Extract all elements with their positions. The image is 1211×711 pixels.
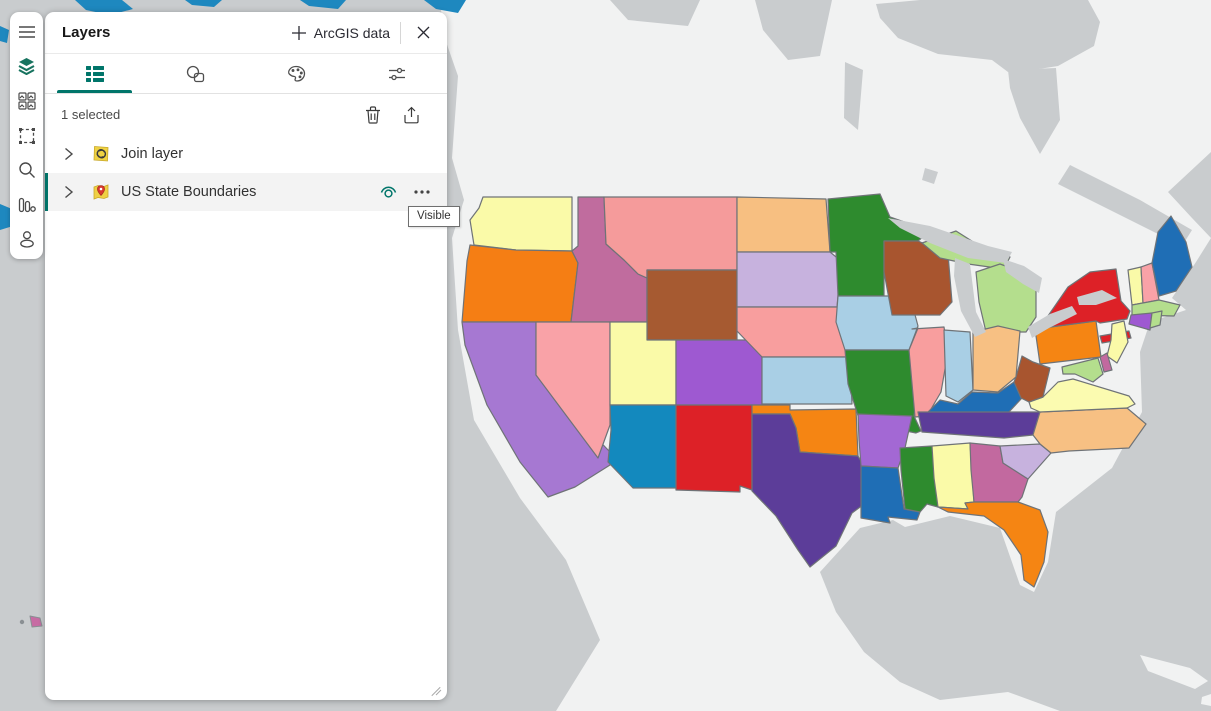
share-layer-button[interactable] (401, 105, 421, 125)
menu-icon[interactable] (16, 21, 38, 43)
close-icon (417, 26, 429, 39)
account-icon[interactable] (16, 228, 38, 250)
state-ct[interactable] (1128, 312, 1153, 331)
layer-label: US State Boundaries (121, 184, 257, 200)
layer-options-button[interactable] (411, 181, 433, 203)
visibility-tooltip: Visible (408, 206, 460, 227)
tab-layer-style[interactable] (246, 54, 347, 93)
layer-label: Join layer (121, 146, 184, 162)
upload-icon (403, 106, 419, 123)
add-arcgis-data-button[interactable]: ArcGIS data (291, 25, 390, 41)
state-va[interactable] (1028, 378, 1136, 413)
tab-layer-settings[interactable] (347, 54, 448, 93)
chevron-right-icon[interactable] (61, 185, 75, 199)
state-me[interactable] (1151, 215, 1193, 297)
eye-icon (380, 186, 396, 198)
small-island-feature (19, 619, 25, 625)
palette-icon (288, 65, 306, 82)
add-data-label: ArcGIS data (313, 24, 390, 41)
layers-icon[interactable] (16, 56, 38, 78)
tool-sidebar (10, 12, 43, 259)
state-la[interactable] (860, 465, 921, 524)
layer-row-join-layer[interactable]: Join layer (45, 135, 447, 173)
tab-layer-list[interactable] (45, 54, 146, 93)
state-nm[interactable] (675, 404, 753, 493)
state-nj[interactable] (1106, 320, 1129, 364)
header-divider (400, 21, 401, 44)
state-in[interactable] (943, 329, 974, 403)
join-layer-icon (92, 145, 110, 163)
state-wa[interactable] (469, 196, 573, 252)
state-co[interactable] (675, 339, 763, 406)
plus-icon (291, 25, 306, 40)
state-md[interactable] (1061, 357, 1104, 383)
state-ri[interactable] (1149, 310, 1163, 329)
search-icon[interactable] (16, 159, 38, 181)
state-fl[interactable] (937, 501, 1049, 588)
state-nc[interactable] (1032, 407, 1147, 454)
active-tab-underline (57, 90, 132, 93)
basemap-gallery-icon[interactable] (16, 90, 38, 112)
state-nv[interactable] (535, 321, 611, 459)
visibility-toggle[interactable] (377, 181, 399, 203)
state-or[interactable] (461, 244, 579, 323)
panel-header: Layers ArcGIS data (45, 12, 447, 54)
state-tn[interactable] (917, 411, 1041, 439)
layer-row-us-state-boundaries[interactable]: US State Boundaries (45, 173, 447, 211)
selection-count: 1 selected (61, 107, 121, 122)
layers-panel: Layers ArcGIS data (45, 12, 447, 700)
state-wy[interactable] (646, 269, 738, 341)
sliders-icon (388, 67, 405, 80)
shapes-icon (186, 65, 204, 82)
charts-icon[interactable] (16, 194, 38, 216)
tab-layer-shapes[interactable] (146, 54, 247, 93)
trash-icon (366, 105, 380, 124)
hawaii-feature[interactable] (29, 615, 43, 628)
state-ma[interactable] (1131, 299, 1181, 317)
state-al[interactable] (931, 442, 975, 510)
layer-list: Join layer US State Boundaries (45, 135, 447, 700)
state-nd[interactable] (736, 196, 831, 253)
state-ks[interactable] (761, 356, 853, 405)
panel-tabbar (45, 54, 447, 94)
state-wv[interactable] (1013, 355, 1051, 403)
feature-layer-icon (92, 183, 110, 201)
panel-resize-handle[interactable] (430, 683, 442, 697)
select-icon[interactable] (16, 125, 38, 147)
list-icon (86, 65, 105, 82)
selection-count-row: 1 selected (45, 94, 447, 135)
chevron-right-icon[interactable] (61, 147, 75, 161)
close-panel-button[interactable] (411, 21, 435, 45)
panel-title: Layers (62, 24, 111, 41)
state-sc[interactable] (999, 443, 1052, 480)
state-de[interactable] (1099, 352, 1113, 373)
delete-layer-button[interactable] (363, 105, 383, 125)
state-sd[interactable] (736, 251, 842, 308)
ellipsis-icon (414, 190, 430, 194)
